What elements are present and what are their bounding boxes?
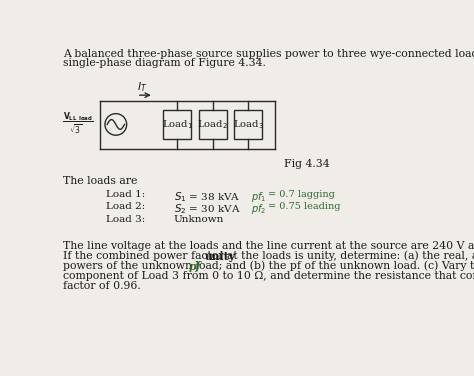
Text: Load$_2$: Load$_2$ <box>197 118 228 131</box>
Text: The loads are: The loads are <box>63 176 137 186</box>
Text: unity: unity <box>205 251 236 262</box>
Text: $\bf{V}_{LL\_load}$: $\bf{V}_{LL\_load}$ <box>63 111 93 126</box>
Text: $\sqrt{3}$: $\sqrt{3}$ <box>69 122 82 136</box>
Text: The line voltage at the loads and the line current at the source are 240 V and 1: The line voltage at the loads and the li… <box>63 241 474 251</box>
Text: Fig 4.34: Fig 4.34 <box>284 159 329 169</box>
Text: Load$_1$: Load$_1$ <box>162 118 192 131</box>
Text: Unknown: Unknown <box>174 215 224 223</box>
Text: Load$_3$: Load$_3$ <box>233 118 264 131</box>
Text: = 0.75 leading: = 0.75 leading <box>268 202 341 211</box>
Text: single-phase diagram of Figure 4.34.: single-phase diagram of Figure 4.34. <box>63 58 266 68</box>
Bar <box>235 110 262 139</box>
Text: $S_2$ = 30 kVA: $S_2$ = 30 kVA <box>174 202 241 216</box>
Text: $S_1$ = 38 kVA: $S_1$ = 38 kVA <box>174 190 240 204</box>
Text: powers of the unknown load; and (b) the pf of the unknown load. (c) Vary the res: powers of the unknown load; and (b) the … <box>63 261 474 271</box>
Text: pf: pf <box>189 261 201 272</box>
Text: Load 2:: Load 2: <box>106 202 145 211</box>
Text: Load 1:: Load 1: <box>106 190 145 199</box>
Text: $pf_2$: $pf_2$ <box>251 202 267 216</box>
Text: A balanced three-phase source supplies power to three wye-connected loads, as de: A balanced three-phase source supplies p… <box>63 49 474 59</box>
Text: factor of 0.96.: factor of 0.96. <box>63 281 141 291</box>
Text: Load 3:: Load 3: <box>106 215 145 223</box>
Bar <box>199 110 227 139</box>
Text: $I_T$: $I_T$ <box>137 80 147 94</box>
Text: If the combined power factor at the loads is unity, determine: (a) the real, app: If the combined power factor at the load… <box>63 251 474 261</box>
Text: $pf_1$: $pf_1$ <box>251 190 267 204</box>
Text: component of Load 3 from 0 to 10 Ω, and determine the resistance that correspond: component of Load 3 from 0 to 10 Ω, and … <box>63 271 474 281</box>
Text: = 0.7 lagging: = 0.7 lagging <box>268 190 336 199</box>
Bar <box>163 110 191 139</box>
